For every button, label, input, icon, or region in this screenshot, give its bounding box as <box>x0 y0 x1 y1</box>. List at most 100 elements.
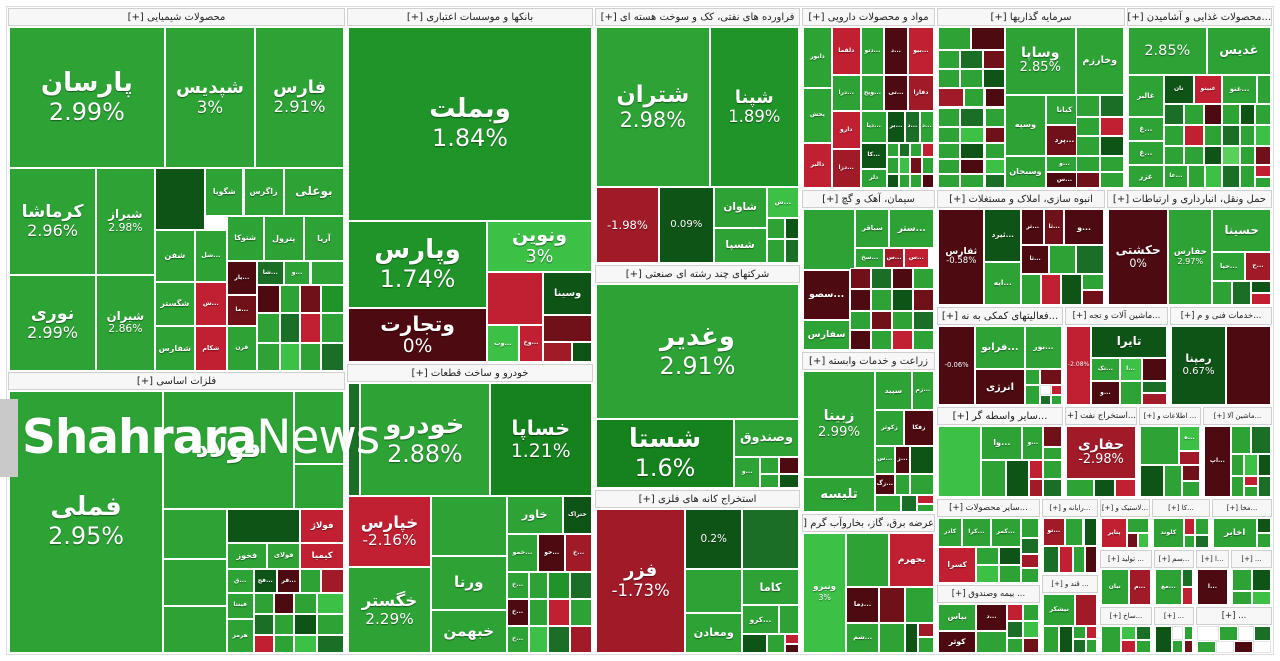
ticker-tile-خپارس[interactable]: خپارس -2.16% <box>348 496 431 567</box>
ticker-tile-نیان[interactable]: نیان <box>1101 569 1129 605</box>
ticker-tile[interactable] <box>1075 136 1100 156</box>
ticker-tile[interactable] <box>760 457 779 474</box>
ticker-tile[interactable] <box>1212 281 1232 305</box>
ticker-tile[interactable] <box>1172 626 1184 640</box>
sector-header-cement[interactable]: سیمان، آهک و گچ [+] <box>802 190 935 208</box>
ticker-tile-انرژی[interactable]: انرژی <box>975 369 1025 405</box>
ticker-tile-وصندوق[interactable]: وصندوق <box>734 418 799 458</box>
ticker-tile[interactable] <box>1039 369 1062 386</box>
ticker-tile-...ایه[interactable]: ...ایه <box>984 261 1021 305</box>
sector-header-transport[interactable]: حمل ونقل، انبارداری و ارتباطات [+] <box>1107 190 1272 208</box>
ticker-tile[interactable] <box>850 330 872 350</box>
ticker-tile[interactable] <box>570 626 592 653</box>
sector-header-secd[interactable]: ... [+] <box>1196 607 1272 625</box>
sector-header-banks[interactable]: بانکها و موسسات اعتباری [+] <box>347 8 593 26</box>
ticker-tile[interactable] <box>293 634 318 653</box>
ticker-tile[interactable] <box>1072 639 1087 653</box>
ticker-tile-کاما[interactable]: کاما <box>742 569 799 606</box>
ticker-tile[interactable] <box>922 173 934 188</box>
ticker-tile[interactable] <box>1072 626 1087 640</box>
ticker-tile-ختراک[interactable]: ختراک <box>562 496 592 535</box>
sector-header-seca[interactable]: ...ا [+] <box>1196 550 1229 568</box>
ticker-tile[interactable] <box>894 473 911 496</box>
ticker-tile-وغدیر[interactable]: وغدیر 2.91% <box>596 284 799 419</box>
ticker-tile[interactable] <box>971 27 1005 50</box>
ticker-tile[interactable] <box>1075 171 1100 188</box>
ticker-tile-زفکا[interactable]: زفکا <box>903 410 934 446</box>
ticker-tile-...ثیرد[interactable]: ...ثیرد <box>984 209 1021 262</box>
ticker-tile-پخش[interactable]: پخش <box>803 88 832 143</box>
ticker-tile[interactable] <box>528 599 549 626</box>
ticker-tile-غالبر[interactable]: غالبر <box>1128 75 1164 118</box>
sector-header-agri[interactable]: زراعت و خدمات وابسته [+] <box>802 352 935 370</box>
ticker-tile[interactable] <box>293 592 318 614</box>
ticker-tile[interactable] <box>1059 545 1073 573</box>
ticker-tile[interactable] <box>916 503 934 512</box>
ticker-tile-شپنا[interactable]: شپنا 1.89% <box>709 27 799 188</box>
ticker-tile-نیشکر[interactable]: نیشکر <box>1043 594 1076 627</box>
ticker-tile[interactable] <box>1043 545 1060 573</box>
ticker-tile[interactable] <box>1121 639 1136 653</box>
ticker-tile-...و[interactable]: ...و <box>734 457 761 488</box>
ticker-tile[interactable] <box>913 268 934 290</box>
ticker-tile-...فر[interactable]: ...فر <box>277 569 301 593</box>
ticker-tile-رمپنا[interactable]: رمپنا 0.67% <box>1171 326 1226 405</box>
ticker-tile[interactable] <box>253 613 274 635</box>
ticker-tile-کسرا[interactable]: کسرا <box>938 547 977 583</box>
ticker-tile[interactable] <box>1183 534 1195 548</box>
ticker-tile-...ثا[interactable]: ...ثا <box>1044 209 1065 246</box>
ticker-tile[interactable] <box>1172 639 1184 653</box>
ticker-tile-...خ[interactable]: ...خ <box>565 534 592 572</box>
ticker-tile[interactable] <box>960 142 985 159</box>
ticker-tile[interactable] <box>1239 104 1256 126</box>
ticker-tile[interactable] <box>1020 518 1039 538</box>
sector-header-sugar[interactable]: ... قند و [+] <box>1042 575 1098 593</box>
ticker-tile[interactable]: 2.85% <box>1128 27 1207 76</box>
ticker-tile[interactable] <box>984 126 1005 143</box>
ticker-tile[interactable] <box>878 623 906 653</box>
ticker-tile-فولاد[interactable]: فولاد <box>163 391 294 509</box>
ticker-tile-دالبر[interactable]: دالبر <box>803 142 832 188</box>
ticker-tile-...فرابو[interactable]: ...فرابو <box>975 326 1025 370</box>
ticker-tile[interactable] <box>892 330 914 350</box>
ticker-tile[interactable] <box>1219 626 1238 641</box>
ticker-tile[interactable] <box>886 173 899 188</box>
ticker-tile[interactable] <box>154 168 205 230</box>
ticker-tile-...س[interactable]: ...س <box>875 445 895 474</box>
ticker-tile[interactable] <box>976 547 999 566</box>
ticker-tile-...س[interactable]: ...س <box>884 248 904 269</box>
ticker-tile-...و[interactable]: ...و <box>1022 426 1044 461</box>
ticker-tile-شیراز[interactable]: شیراز 2.98% <box>96 168 155 275</box>
ticker-tile[interactable] <box>1020 537 1039 554</box>
ticker-tile-...وب[interactable]: ...وب <box>487 325 519 362</box>
ticker-tile[interactable] <box>910 142 923 158</box>
ticker-tile-دابور[interactable]: دابور <box>803 27 832 89</box>
ticker-tile-شتوکا[interactable]: شتوکا <box>226 216 264 261</box>
ticker-tile[interactable] <box>320 569 344 593</box>
ticker-tile-...مع[interactable]: ...مع <box>1155 569 1182 605</box>
ticker-tile[interactable] <box>1115 479 1136 497</box>
sector-header-electricity[interactable]: عرضه برق، گاز، بخاروآب گرم [+] <box>802 514 935 532</box>
ticker-tile-قرن[interactable]: قرن <box>226 326 257 371</box>
ticker-tile[interactable] <box>1022 638 1039 653</box>
ticker-tile-شستا[interactable]: شستا 1.6% <box>596 418 735 488</box>
ticker-tile-...ه[interactable]: ...ه <box>1179 426 1200 451</box>
ticker-tile[interactable] <box>1040 274 1061 305</box>
ticker-tile-بوعلی[interactable]: بوعلی <box>283 168 344 217</box>
ticker-tile-...دیا[interactable]: ...دیا <box>860 110 887 143</box>
ticker-tile-وسبحان[interactable]: وسبحان <box>1004 155 1046 188</box>
ticker-tile-...ز[interactable]: ...ز <box>894 445 911 474</box>
ticker-tile[interactable] <box>1188 165 1206 188</box>
ticker-tile[interactable] <box>273 634 294 653</box>
ticker-tile-کادر[interactable]: کادر <box>938 518 963 548</box>
ticker-tile[interactable] <box>1222 125 1240 147</box>
ticker-tile-تایرا[interactable]: تایرا <box>1091 326 1167 358</box>
ticker-tile[interactable] <box>1021 274 1041 305</box>
ticker-tile[interactable] <box>1066 479 1094 497</box>
ticker-tile[interactable] <box>1006 638 1023 653</box>
ticker-tile[interactable] <box>778 605 799 635</box>
ticker-tile-بجهرم[interactable]: بجهرم <box>889 533 934 587</box>
sector-header-mach2[interactable]: ...ماشین آلا [+] <box>1203 407 1272 425</box>
ticker-tile[interactable] <box>1082 274 1104 290</box>
ticker-tile[interactable] <box>548 599 571 626</box>
